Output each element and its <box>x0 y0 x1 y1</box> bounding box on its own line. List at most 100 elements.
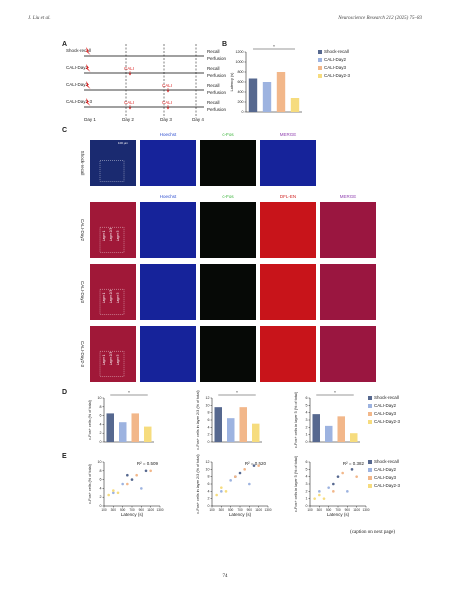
column-header: DFL-EN <box>280 194 296 199</box>
bar <box>312 414 320 442</box>
micrograph <box>90 140 136 186</box>
x-tick-label: 1300 <box>156 508 163 512</box>
y-tick-label: 10 <box>206 467 210 471</box>
legend-swatch <box>368 460 372 464</box>
legend-label: CALI-Day3 <box>374 475 397 480</box>
layer-label: Layer 2/3 <box>109 228 113 242</box>
y-tick-label: 10 <box>98 396 102 400</box>
y-tick-label: 5 <box>306 403 308 407</box>
y-tick-label: 12 <box>206 460 210 464</box>
roi-box <box>99 289 125 315</box>
roi-box <box>99 226 125 253</box>
y-tick-label: 10 <box>206 403 210 407</box>
scatter-point <box>332 490 335 493</box>
cali-arrow <box>128 71 132 76</box>
x-tick-label: 900 <box>247 508 253 512</box>
bar <box>325 425 333 442</box>
scatter-point <box>355 475 358 478</box>
scatter-point <box>238 471 242 475</box>
micrograph <box>90 326 136 382</box>
legend-swatch <box>368 404 372 408</box>
legend-label: CALI-Day3 <box>324 65 347 70</box>
scatter-point <box>215 493 218 497</box>
x-tick-label: 300 <box>111 508 117 512</box>
micrograph <box>320 264 376 320</box>
scatter-point <box>135 473 138 477</box>
x-tick-label: 100 <box>209 508 215 512</box>
bar <box>248 78 258 112</box>
roi-box <box>99 160 125 182</box>
cali-label: CALI <box>124 66 134 71</box>
micrograph <box>140 202 196 258</box>
y-axis-label: c-Fos+ cells (% of total) <box>88 463 92 504</box>
y-tick-label: 8 <box>100 469 102 473</box>
scatter-point <box>149 469 152 473</box>
sig-star: * <box>128 390 130 395</box>
x-tick-label: 300 <box>317 508 323 512</box>
x-tick-label: 1100 <box>353 508 360 512</box>
micrograph <box>200 140 256 186</box>
x-tick-label: 1100 <box>255 508 262 512</box>
x-axis-label: Latency (s) <box>121 512 144 517</box>
cali-label: CALI <box>162 83 172 88</box>
shock-icon <box>85 64 91 72</box>
legend-swatch <box>318 74 322 78</box>
y-tick-label: 4 <box>208 489 210 493</box>
layer-label: Layer 5 <box>116 230 120 241</box>
scatter-point <box>327 486 330 489</box>
perfusion-label: Perfusion <box>207 56 227 61</box>
y-tick-label: 3 <box>306 418 308 422</box>
roi-box <box>99 351 125 377</box>
legend-label: Shock-recall <box>324 49 349 54</box>
micrograph <box>200 202 256 258</box>
y-axis-label: c-Fos+ cells (% of total) <box>88 399 92 440</box>
layer-label: Layer 5 <box>116 354 120 365</box>
y-tick-label: 2 <box>208 497 210 501</box>
r-squared: R² = 0.382 <box>343 461 365 466</box>
bar <box>252 423 260 442</box>
y-axis-label: c-Fos+ cells in layer 2/3 (% of total) <box>196 454 200 514</box>
column-header: c-Fos <box>222 194 234 199</box>
scatter-point <box>144 469 148 473</box>
bar <box>337 416 345 442</box>
y-axis-label: c-Fos+ cells in layer 5 (% of total) <box>294 455 298 512</box>
legend-swatch <box>318 58 322 62</box>
micrograph <box>140 140 196 186</box>
panel-label: E <box>62 453 67 460</box>
day-label: Day 2 <box>122 117 134 122</box>
y-tick-label: 2 <box>306 489 308 493</box>
bar <box>106 413 114 442</box>
layer-label: Layer 1 <box>102 230 106 241</box>
scale-bar-label: 100 μm <box>118 141 129 145</box>
scatter-point <box>229 479 232 482</box>
legend-label: CALI-Day2-3 <box>374 419 401 424</box>
y-tick-label: 1 <box>306 433 308 437</box>
x-tick-label: 1300 <box>264 508 271 512</box>
x-tick-label: 1100 <box>147 508 154 512</box>
x-tick-label: 100 <box>101 508 107 512</box>
day-label: Day 1 <box>84 117 96 122</box>
bar <box>350 433 358 442</box>
scatter-point <box>248 482 251 486</box>
legend-swatch <box>368 468 372 472</box>
y-tick-label: 0 <box>242 110 244 114</box>
bar <box>131 413 139 442</box>
legend-label: CALI-Day2-3 <box>374 483 401 488</box>
column-header: MERGE <box>340 194 357 199</box>
y-tick-label: 8 <box>208 475 210 479</box>
scatter-point <box>112 489 115 492</box>
legend-swatch <box>318 66 322 70</box>
scatter-point <box>140 487 143 490</box>
y-tick-label: 0 <box>208 504 210 508</box>
column-header: Hoechst <box>160 132 177 137</box>
cali-arrow <box>128 105 132 110</box>
y-tick-label: 6 <box>306 460 308 464</box>
scatter-point <box>220 490 223 493</box>
y-tick-label: 6 <box>100 414 102 418</box>
y-tick-label: 0 <box>306 440 308 444</box>
r-squared: R² = 0.509 <box>137 461 159 466</box>
panel-label: D <box>62 389 67 396</box>
shock-icon <box>85 47 91 55</box>
y-tick-label: 8 <box>100 405 102 409</box>
scatter-point <box>257 464 260 467</box>
